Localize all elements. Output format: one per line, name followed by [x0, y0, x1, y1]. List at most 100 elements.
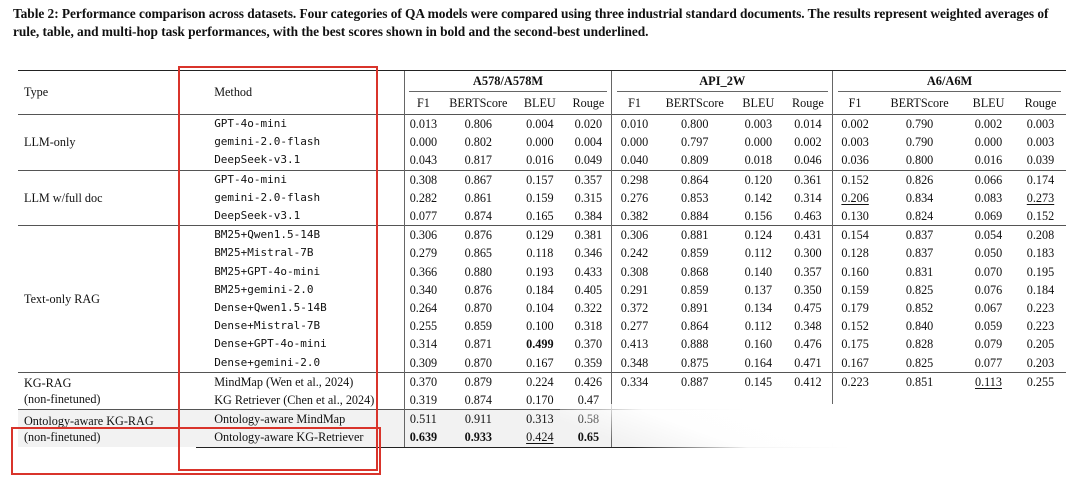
cell-f1: 0.279: [403, 244, 443, 263]
cell-rouge: 0.174: [1015, 169, 1066, 189]
cell-bertscore: [877, 428, 962, 448]
header-row-datasets: Type Method A578/A578M API_2W A6/A6M: [18, 70, 1066, 115]
cell-f1: 0.000: [611, 133, 657, 152]
cell-bertscore: 0.874: [464, 393, 493, 408]
cell-rouge: 0.315: [574, 190, 603, 205]
table-body: LLM-only GPT-4o-mini 0.013 0.806 0.004 0.020 0…: [18, 114, 1066, 448]
cell-bertscore: 0.880: [464, 264, 493, 279]
cell-bleu: 0.069: [974, 209, 1003, 224]
cell-bertscore: 0.790: [877, 114, 962, 134]
cell-rouge: 0.384: [574, 209, 603, 224]
cell-rouge: 0.314: [794, 190, 822, 205]
cell-f1: 0.382: [611, 207, 657, 226]
cell-rouge: 0.348: [794, 319, 822, 334]
cell-bertscore: 0.802: [464, 135, 493, 150]
cell-f1: 0.179: [832, 299, 878, 318]
cell-bleu: 0.104: [526, 301, 554, 316]
cell-rouge: 0.361: [783, 169, 833, 189]
cell-bertscore: 0.911: [442, 409, 515, 429]
cell-rouge: 0.049: [574, 153, 603, 168]
cell-bertscore: 0.859: [681, 246, 709, 261]
cell-bertscore: [657, 391, 733, 410]
cell-bertscore: 0.828: [905, 337, 934, 352]
cell-bertscore: 0.797: [681, 135, 709, 150]
cell-f1: 0.167: [832, 353, 878, 373]
table-row: DeepSeek-v3.1 0.077 0.874 0.165 0.384 0.382 0.…: [18, 207, 1066, 226]
table-row: gemini-2.0-flash 0.000 0.802 0.000 0.004 0.00…: [18, 133, 1066, 152]
cell-bleu: 0.016: [974, 153, 1003, 168]
cell-f1: 0.128: [832, 244, 878, 263]
cell-f1: 0.175: [832, 335, 878, 354]
cell-bertscore: 0.875: [681, 355, 709, 370]
cell-f1: 0.308: [403, 169, 443, 189]
row-type-label: LLM-only: [18, 114, 197, 171]
cell-f1: 0.340: [403, 280, 443, 300]
header-metric-bleu: BLEU: [972, 96, 1005, 110]
cell-bleu: 0.000: [526, 135, 554, 150]
cell-bleu: 0.157: [514, 169, 566, 189]
header-metric-rouge: Rouge: [572, 96, 605, 110]
cell-bleu: 0.170: [526, 393, 554, 408]
cell-bertscore: 0.806: [442, 114, 515, 134]
cell-bertscore: 0.864: [656, 169, 733, 189]
cell-bertscore: 0.790: [905, 135, 934, 150]
cell-f1: 0.291: [611, 280, 657, 300]
header-metric-bleu: BLEU: [742, 96, 775, 110]
row-method-name: GPT-4o-mini: [196, 114, 405, 134]
cell-bertscore: 0.840: [905, 319, 934, 334]
cell-f1: [611, 391, 657, 410]
cell-rouge: 0.350: [794, 282, 822, 297]
cell-f1: 0.264: [403, 299, 443, 318]
cell-rouge: 0.433: [574, 264, 603, 279]
cell-f1: 0.159: [832, 280, 878, 300]
row-method-name: gemini-2.0-flash: [214, 135, 321, 149]
cell-f1: 0.306: [403, 225, 443, 245]
cell-bertscore: 0.859: [681, 282, 709, 297]
cell-bertscore: 0.871: [464, 337, 493, 352]
cell-rouge: [783, 409, 833, 429]
table-row: Text-only RAG BM25+Qwen1.5-14B 0.306 0.876 0…: [18, 225, 1066, 373]
table-row: Dense+Qwen1.5-14B 0.264 0.870 0.104 0.322 0.3…: [18, 299, 1066, 318]
header-metric-bertscore: BERTScore: [665, 96, 724, 110]
cell-bleu: 0.160: [744, 337, 773, 352]
cell-bertscore: 0.825: [905, 355, 934, 370]
table-row: BM25+gemini-2.0 0.340 0.876 0.184 0.405 0.291…: [18, 280, 1066, 300]
cell-bleu: [732, 428, 784, 448]
cell-rouge: 0.476: [794, 337, 822, 352]
cell-bertscore: 0.864: [681, 319, 709, 334]
cell-bertscore: 0.859: [464, 319, 493, 334]
cell-f1: 0.413: [611, 335, 657, 354]
cell-f1: 0.366: [403, 262, 443, 281]
cell-bleu: 0.000: [744, 135, 773, 150]
cell-bleu: 0.167: [526, 355, 554, 370]
cell-f1: 0.348: [611, 353, 657, 373]
cell-f1: 0.511: [403, 409, 443, 429]
cell-bertscore: 0.891: [681, 301, 709, 316]
cell-f1: 0.308: [611, 262, 657, 281]
cell-rouge: 0.255: [1015, 371, 1066, 392]
cell-rouge: 0.346: [574, 246, 603, 261]
cell-f1: 0.003: [832, 133, 878, 152]
cell-f1: 0.223: [832, 371, 878, 392]
cell-rouge: 0.370: [574, 337, 603, 352]
cell-bertscore: 0.837: [905, 246, 934, 261]
cell-rouge: 0.002: [794, 135, 822, 150]
cell-rouge: 0.58: [565, 409, 612, 429]
cell-f1: 0.298: [611, 169, 657, 189]
cell-bleu: 0.100: [526, 319, 554, 334]
cell-f1: 0.370: [403, 371, 443, 392]
row-method-name: Dense+Mistral-7B: [214, 319, 321, 333]
cell-bertscore: 0.876: [442, 225, 515, 245]
row-method-name: Dense+Qwen1.5-14B: [214, 301, 327, 315]
table-row: Dense+Mistral-7B 0.255 0.859 0.100 0.318 0.27…: [18, 317, 1066, 336]
cell-rouge: 0.205: [1026, 337, 1055, 352]
cell-bleu: 0.137: [744, 282, 773, 297]
cell-bleu: 0.193: [526, 264, 554, 279]
cell-bertscore: 0.868: [681, 264, 709, 279]
cell-f1: 0.002: [832, 114, 878, 134]
header-dataset-a6: A6/A6M: [832, 70, 1066, 92]
cell-bleu: 0.159: [526, 190, 554, 205]
header-metric-rouge: Rouge: [792, 96, 824, 110]
cell-bertscore: 0.874: [464, 209, 493, 224]
cell-rouge: [1015, 428, 1066, 448]
